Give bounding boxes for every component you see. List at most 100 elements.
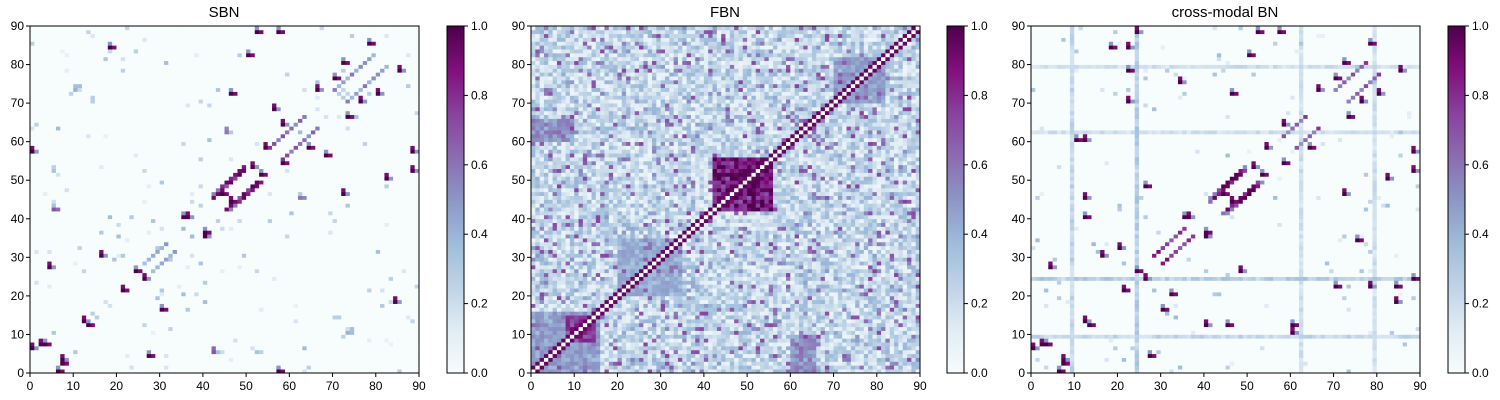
heatmap-cell	[56, 223, 61, 227]
heatmap-cell	[341, 342, 346, 346]
heatmap-cell	[324, 361, 329, 365]
heatmap-cell	[190, 334, 195, 338]
heatmap-cell	[216, 207, 221, 211]
heatmap-cell	[393, 192, 398, 196]
heatmap-cell	[147, 307, 152, 311]
heatmap-cell	[376, 261, 381, 265]
heatmap-cell	[281, 323, 286, 327]
heatmap-cell	[116, 253, 121, 257]
heatmap-cell	[315, 238, 320, 242]
heatmap-cell	[289, 173, 294, 177]
heatmap-cell	[177, 307, 182, 311]
heatmap-cell	[410, 211, 415, 215]
heatmap-cell	[229, 200, 234, 204]
heatmap-cell	[333, 246, 338, 250]
heatmap-cell	[337, 165, 342, 169]
heatmap-cell	[99, 203, 104, 207]
heatmap-cell	[134, 234, 139, 238]
heatmap-cell	[268, 273, 273, 277]
heatmap-cell	[384, 184, 389, 188]
heatmap-cell	[350, 265, 355, 269]
heatmap-cell	[34, 219, 39, 223]
heatmap-cell	[65, 257, 70, 261]
heatmap-cell	[268, 346, 273, 350]
heatmap-cell	[276, 223, 281, 227]
heatmap-cell	[294, 346, 299, 350]
heatmap-cell	[39, 327, 44, 331]
heatmap-cell	[237, 169, 242, 173]
heatmap-cell	[177, 288, 182, 292]
heatmap-cell	[86, 242, 91, 246]
heatmap-cell	[324, 273, 329, 277]
heatmap-cell	[108, 230, 113, 234]
heatmap-cell	[194, 358, 199, 362]
heatmap-cell	[216, 334, 221, 338]
heatmap-cell	[160, 238, 165, 242]
heatmap-cell	[116, 165, 121, 169]
heatmap-cell	[73, 230, 78, 234]
heatmap-cell	[307, 234, 312, 238]
heatmap-cell	[289, 215, 294, 219]
heatmap-cell	[255, 300, 260, 304]
heatmap-cell	[225, 200, 230, 204]
heatmap-cell	[307, 277, 312, 281]
heatmap-cell	[276, 311, 281, 315]
heatmap-cell	[255, 200, 260, 204]
heatmap-cell	[225, 223, 230, 227]
heatmap-cell	[389, 223, 394, 227]
heatmap-cell	[276, 323, 281, 327]
heatmap-cell	[250, 169, 255, 173]
heatmap-cell	[138, 200, 143, 204]
heatmap-cell	[186, 350, 191, 354]
heatmap-cell	[263, 304, 268, 308]
heatmap-cell	[86, 157, 91, 161]
heatmap-cell	[199, 338, 204, 342]
heatmap-cell	[384, 250, 389, 254]
heatmap-cell	[95, 342, 100, 346]
heatmap-cell	[268, 269, 273, 273]
heatmap-cell	[138, 300, 143, 304]
heatmap-cell	[86, 304, 91, 308]
heatmap-cell	[108, 304, 113, 308]
heatmap-cell	[229, 334, 234, 338]
heatmap-cell	[65, 365, 70, 369]
heatmap-cell	[341, 288, 346, 292]
heatmap-cell	[393, 234, 398, 238]
heatmap-cell	[393, 296, 398, 300]
heatmap-cell	[103, 331, 108, 335]
heatmap-cell	[328, 257, 333, 261]
heatmap-cell	[294, 273, 299, 277]
heatmap-cell	[384, 319, 389, 323]
heatmap-cell	[47, 230, 52, 234]
heatmap-cell	[276, 196, 281, 200]
heatmap-cell	[121, 207, 126, 211]
heatmap-cell	[160, 319, 165, 323]
heatmap-cell	[333, 338, 338, 342]
heatmap-cell	[212, 180, 217, 184]
heatmap-cell	[181, 234, 186, 238]
heatmap-cell	[212, 265, 217, 269]
heatmap-cell	[346, 242, 351, 246]
heatmap-cell	[65, 165, 70, 169]
heatmap-cell	[272, 200, 277, 204]
heatmap-cell	[229, 273, 234, 277]
heatmap-cell	[52, 284, 57, 288]
heatmap-cell	[294, 350, 299, 354]
heatmap-cell	[225, 234, 230, 238]
heatmap-cell	[354, 234, 359, 238]
heatmap-cell	[358, 280, 363, 284]
heatmap-cell	[237, 246, 242, 250]
heatmap-cell	[250, 230, 255, 234]
heatmap-cell	[181, 277, 186, 281]
heatmap-cell	[151, 277, 156, 281]
heatmap-cell	[233, 280, 238, 284]
heatmap-cell	[250, 257, 255, 261]
heatmap-cell	[389, 331, 394, 335]
heatmap-cell	[69, 223, 74, 227]
heatmap-cell	[30, 219, 35, 223]
heatmap-cell	[30, 250, 35, 254]
heatmap-cell	[30, 296, 35, 300]
heatmap-cell	[103, 250, 108, 254]
heatmap-cell	[186, 261, 191, 265]
heatmap-cell	[168, 230, 173, 234]
